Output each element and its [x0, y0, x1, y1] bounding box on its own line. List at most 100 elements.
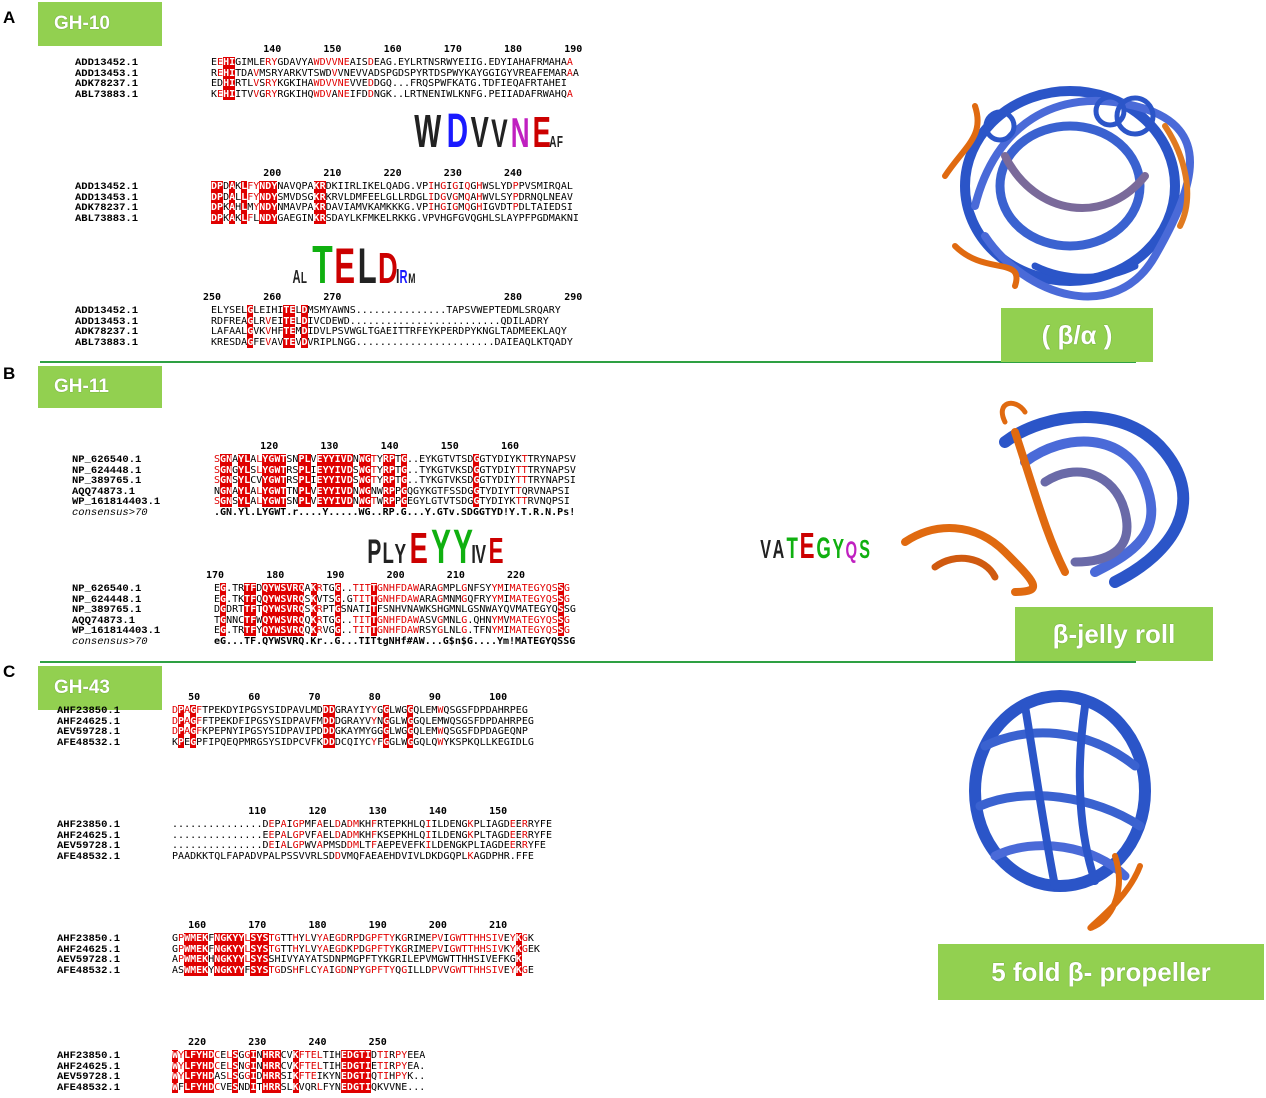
- residue: D: [497, 464, 504, 476]
- residue: A: [316, 819, 323, 830]
- residue: N: [307, 212, 314, 224]
- residue: F: [310, 819, 317, 830]
- residue: N: [382, 593, 389, 605]
- residue: C: [319, 315, 326, 327]
- residue: R: [289, 67, 296, 79]
- residue: G: [461, 715, 468, 727]
- residue: A: [379, 57, 386, 68]
- residue: E: [259, 336, 266, 348]
- position-number: 180: [266, 570, 285, 581]
- sequence-id: NP_624448.1: [72, 464, 142, 477]
- residue: E: [196, 964, 203, 976]
- residue: Q: [467, 593, 474, 605]
- residue: T: [370, 614, 377, 626]
- residue: G: [364, 485, 371, 497]
- residue: S: [530, 181, 537, 192]
- residue: G: [521, 943, 528, 955]
- residue: E: [226, 1081, 233, 1093]
- residue: L: [241, 202, 248, 213]
- residue: W: [184, 933, 191, 944]
- residue: Y: [491, 593, 498, 605]
- residue: .: [419, 1081, 426, 1093]
- sequence-residues: EG.TRTFYQYWSVRQQKRVGG..TITTGNHFDAWRSYGLN…: [214, 625, 570, 637]
- residue: G: [334, 583, 341, 594]
- residue: V: [295, 57, 302, 68]
- residue: E: [196, 943, 203, 955]
- residue: S: [431, 604, 438, 615]
- residue: W: [274, 625, 281, 636]
- residue: Y: [371, 705, 378, 716]
- residue: D: [322, 705, 329, 716]
- residue: G: [437, 614, 444, 626]
- position-number: 240: [504, 168, 523, 179]
- residue: .: [226, 819, 233, 830]
- residue: N: [259, 212, 266, 224]
- residue: A: [217, 326, 224, 337]
- alignment-row: AQQ74873.1 NGNAYLALYGWTTNPLVEYYIVDNWGNWRP…: [72, 485, 576, 498]
- residue: H: [388, 593, 395, 605]
- residue: E: [268, 840, 275, 851]
- residue: S: [557, 614, 564, 626]
- residue: .: [391, 315, 398, 327]
- residue: E: [389, 819, 396, 830]
- residue: E: [289, 336, 296, 348]
- residue: R: [211, 67, 218, 79]
- residue: A: [250, 496, 257, 507]
- residue: Y: [509, 464, 516, 476]
- residue: E: [214, 726, 221, 737]
- residue: Q: [464, 202, 471, 213]
- residue: W: [319, 67, 326, 79]
- residue: R: [533, 464, 540, 476]
- residue: G: [238, 1050, 245, 1061]
- residue: G: [268, 496, 275, 507]
- residue: .: [190, 840, 197, 851]
- residue: G: [440, 202, 447, 213]
- residue: .: [509, 850, 516, 862]
- residue: P: [488, 88, 495, 100]
- residue: G: [220, 464, 227, 476]
- residue: T: [443, 464, 450, 476]
- alignment-row: ABL73883.1 KRESDAGFEVAVTEVDVRIPLNGG......…: [75, 336, 573, 349]
- residue: L: [235, 191, 242, 203]
- residue: G: [401, 964, 408, 976]
- residue: V: [325, 57, 332, 68]
- residue: Y: [322, 464, 329, 476]
- residue: Q: [407, 485, 414, 497]
- residue: .: [397, 78, 404, 89]
- residue: K: [385, 88, 392, 100]
- residue: L: [455, 625, 462, 636]
- residue: E: [343, 88, 350, 100]
- residue: E: [343, 78, 350, 89]
- residue: D: [425, 850, 432, 862]
- residue: T: [370, 496, 377, 507]
- residue: G: [220, 954, 227, 965]
- position-number: 250: [203, 292, 222, 303]
- residue: R: [503, 850, 510, 862]
- residue: R: [274, 1060, 281, 1072]
- residue: A: [485, 840, 492, 851]
- residue: I: [407, 850, 414, 862]
- residue: .: [178, 829, 185, 841]
- residue: L: [241, 191, 248, 203]
- residue: V: [265, 326, 272, 337]
- residue: E: [220, 715, 227, 727]
- residue: T: [322, 1060, 329, 1072]
- residue: K: [331, 181, 338, 192]
- residue: .: [410, 315, 417, 327]
- residue: S: [461, 475, 468, 486]
- residue: E: [328, 933, 335, 944]
- residue: T: [370, 464, 377, 476]
- residue: G: [220, 933, 227, 944]
- residue: D: [346, 1050, 353, 1061]
- residue: .: [385, 305, 392, 316]
- residue: D: [316, 705, 323, 716]
- residue: W: [172, 1071, 179, 1082]
- residue: D: [322, 715, 329, 727]
- residue: .: [238, 819, 245, 830]
- residue: I: [500, 88, 507, 100]
- position-number: 230: [248, 1037, 267, 1048]
- residue: V: [298, 726, 305, 737]
- residue: V: [310, 454, 317, 465]
- residue: L: [479, 829, 486, 841]
- residue: G: [334, 625, 341, 636]
